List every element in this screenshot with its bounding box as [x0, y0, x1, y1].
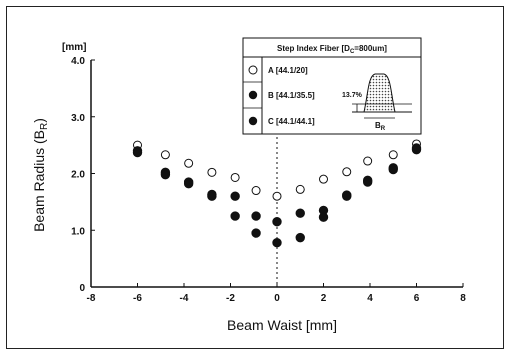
y-tick-label: 0: [79, 283, 85, 294]
point-series-c: [207, 191, 217, 201]
x-tick-label: -8: [87, 293, 96, 304]
point-series-c: [411, 144, 422, 155]
point-series-c: [230, 211, 240, 221]
point-series-c: [183, 179, 194, 189]
point-series-c: [132, 147, 143, 158]
legend-marker-a: [248, 65, 258, 75]
y-tick-label: 3.0: [71, 113, 85, 124]
point-series-c: [362, 177, 373, 187]
point-series-a: [363, 156, 373, 166]
inset-percent-label: 13.7%: [342, 92, 363, 99]
x-axis-label: Beam Waist [mm]: [227, 317, 337, 333]
legend-marker-b: [248, 90, 258, 100]
legend-entry-a: A [44.1/20]: [268, 66, 308, 75]
x-tick-label: 0: [274, 293, 280, 304]
x-tick-label: -6: [133, 293, 142, 304]
point-series-a: [342, 167, 352, 177]
figure-frame: [6, 6, 504, 349]
beam-profile-inset: 13.7% BR: [342, 73, 412, 132]
x-tick-label: 8: [460, 293, 466, 304]
y-ticks: 0 1.0 2.0 3.0 4.0: [71, 56, 95, 294]
point-series-c: [251, 228, 261, 238]
point-series-c: [160, 169, 171, 180]
point-series-c: [318, 212, 329, 222]
point-series-c: [342, 191, 352, 201]
data-points: [132, 139, 422, 248]
legend-entry-c: C [44.1/44.1]: [268, 117, 315, 126]
point-series-a: [388, 150, 398, 160]
point-series-c: [295, 232, 305, 243]
point-series-a: [272, 191, 282, 201]
point-series-a: [207, 167, 217, 177]
legend-title: Step Index Fiber [DC=800um]: [277, 44, 387, 55]
point-series-a: [251, 186, 261, 196]
y-tick-label: 4.0: [71, 56, 85, 67]
x-tick-label: 4: [367, 293, 373, 304]
x-tick-label: -4: [180, 293, 189, 304]
point-series-b: [251, 211, 261, 221]
inset-br-label: BR: [375, 121, 386, 132]
point-series-a: [319, 174, 328, 184]
point-series-c: [388, 164, 398, 175]
legend: Step Index Fiber [DC=800um] A [44.1/20] …: [242, 37, 422, 135]
point-series-a: [295, 184, 305, 194]
x-ticks: -8 -6 -4 -2 0 2 4 6 8: [87, 283, 466, 304]
point-series-b: [230, 191, 240, 201]
legend-entry-b: B [44.1/35.5]: [268, 91, 315, 100]
point-series-b: [272, 217, 282, 227]
point-series-a: [184, 158, 194, 168]
legend-marker-c: [248, 116, 258, 126]
y-tick-label: 2.0: [71, 170, 85, 181]
point-series-b: [295, 208, 305, 218]
y-axis-label: Beam Radius (BR): [31, 118, 50, 232]
point-series-c: [272, 238, 282, 248]
y-unit-label: [mm]: [62, 42, 86, 53]
x-tick-label: -2: [226, 293, 235, 304]
x-tick-label: 6: [414, 293, 420, 304]
y-tick-label: 1.0: [71, 226, 85, 237]
point-series-a: [160, 150, 170, 160]
point-series-a: [230, 172, 240, 182]
x-tick-label: 2: [321, 293, 327, 304]
